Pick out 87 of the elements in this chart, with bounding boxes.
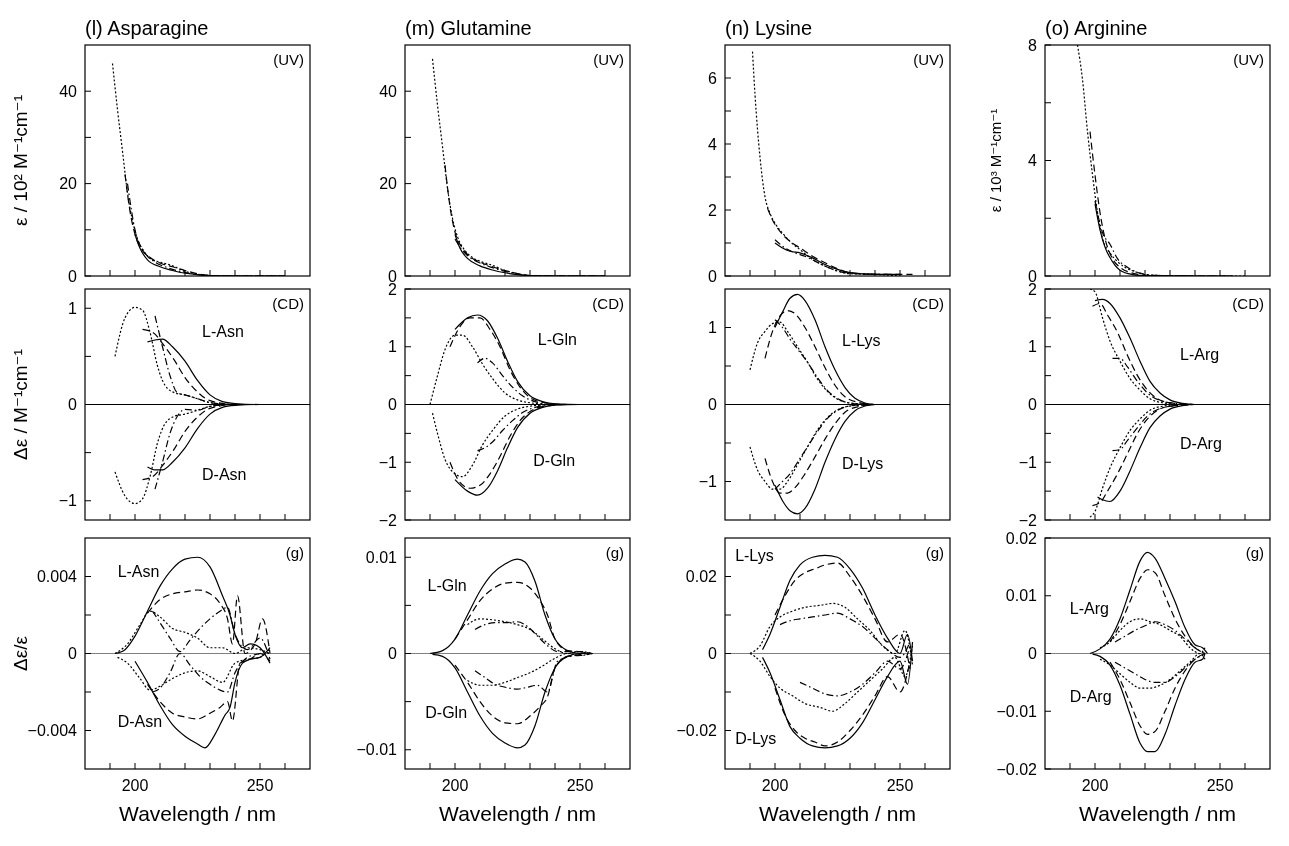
y-axis-title: ε / 10³ M⁻¹cm⁻¹ — [987, 108, 1004, 213]
y-tick-label: 1 — [68, 299, 78, 317]
y-tick-label: 8 — [1028, 36, 1038, 54]
y-tick-label: 20 — [379, 175, 398, 193]
annotation: (UV) — [593, 51, 624, 68]
y-tick-label: 40 — [379, 82, 398, 100]
y-tick-label: −0.02 — [676, 722, 718, 740]
y-tick-label: −2 — [1018, 511, 1038, 529]
y-tick-label: 40 — [59, 82, 78, 100]
annotation: L-Asn — [117, 562, 160, 580]
annotation: D-Asn — [117, 713, 163, 731]
annotation: D-Gln — [533, 452, 576, 470]
annotation: (UV) — [273, 51, 304, 68]
x-axis-title: Wavelength / nm — [439, 802, 596, 825]
annotation: (CD) — [912, 295, 944, 312]
x-tick-label: 200 — [761, 777, 789, 794]
annotation: (g) — [1245, 544, 1264, 561]
y-tick-label: −0.004 — [27, 722, 78, 740]
annotation: D-Arg — [1069, 687, 1112, 705]
y-tick-label: −1 — [378, 453, 398, 471]
x-tick-label: 200 — [1081, 777, 1109, 794]
annotation: (UV) — [913, 51, 944, 68]
y-tick-label: 0.02 — [685, 568, 718, 586]
x-tick-label: 250 — [886, 777, 914, 794]
annotation: L-Lys — [735, 547, 774, 565]
y-tick-label: 0 — [68, 645, 78, 663]
y-tick-label: 0 — [68, 396, 78, 414]
chart-title: (m) Glutamine — [405, 17, 532, 39]
annotation: D-Gln — [425, 703, 468, 721]
annotation: D-Lys — [842, 454, 884, 472]
x-tick-label: 250 — [246, 777, 274, 794]
annotation: L-Arg — [1069, 599, 1109, 617]
annotation: L-Asn — [202, 323, 244, 341]
y-tick-label: 0 — [708, 396, 718, 414]
y-tick-label: −0.02 — [996, 760, 1038, 778]
annotation: (UV) — [1233, 51, 1264, 68]
y-axis-title: ε / 10² M⁻¹cm⁻¹ — [10, 95, 31, 226]
y-tick-label: 1 — [1028, 338, 1038, 356]
y-axis-title: Δε / M⁻¹cm⁻¹ — [10, 349, 31, 460]
y-tick-label: 0.02 — [1005, 529, 1038, 547]
annotation: D-Arg — [1180, 435, 1222, 453]
x-tick-label: 200 — [441, 777, 469, 794]
y-tick-label: 0 — [708, 645, 718, 663]
y-tick-label: 0 — [68, 267, 78, 285]
y-tick-label: 1 — [388, 338, 398, 356]
y-tick-label: −2 — [378, 511, 398, 529]
annotation: L-Arg — [1180, 346, 1220, 364]
y-tick-label: 0.01 — [365, 548, 398, 566]
y-tick-label: 0.01 — [1005, 587, 1038, 605]
y-tick-label: −1 — [1018, 453, 1038, 471]
y-tick-label: 0 — [388, 645, 398, 663]
annotation: D-Asn — [202, 466, 247, 484]
y-axis-title: Δε/ε — [10, 635, 31, 671]
y-tick-label: −0.01 — [996, 702, 1038, 720]
y-tick-label: 6 — [708, 69, 718, 87]
y-tick-label: 1 — [708, 319, 718, 337]
y-tick-label: 0 — [1028, 645, 1038, 663]
annotation: (CD) — [272, 295, 304, 312]
y-tick-label: 4 — [708, 135, 718, 153]
annotation: L-Gln — [427, 576, 467, 594]
annotation: L-Lys — [842, 332, 881, 350]
chart-title: (n) Lysine — [725, 17, 813, 39]
chart-title: (l) Asparagine — [85, 17, 209, 39]
x-axis-title: Wavelength / nm — [759, 802, 916, 825]
y-tick-label: 0 — [388, 396, 398, 414]
annotation: (g) — [925, 544, 944, 561]
y-tick-label: 20 — [59, 175, 78, 193]
x-tick-label: 250 — [1206, 777, 1234, 794]
x-tick-label: 200 — [121, 777, 149, 794]
annotation: (g) — [605, 544, 624, 561]
y-tick-label: −1 — [698, 473, 718, 491]
y-tick-label: 0.004 — [36, 568, 78, 586]
chart-title: (o) Arginine — [1045, 17, 1148, 39]
annotation: D-Lys — [735, 730, 777, 748]
annotation: (CD) — [592, 295, 624, 312]
y-tick-label: −1 — [58, 492, 78, 510]
x-axis-title: Wavelength / nm — [1079, 802, 1236, 825]
y-tick-label: −0.01 — [356, 741, 398, 759]
y-tick-label: 4 — [1028, 152, 1038, 170]
annotation: (CD) — [1232, 295, 1264, 312]
x-axis-title: Wavelength / nm — [119, 802, 276, 825]
annotation: L-Gln — [537, 331, 577, 349]
x-tick-label: 250 — [566, 777, 594, 794]
y-tick-label: 2 — [708, 201, 718, 219]
y-tick-label: 0 — [708, 267, 718, 285]
annotation: (g) — [285, 544, 304, 561]
y-tick-label: 0 — [1028, 396, 1038, 414]
